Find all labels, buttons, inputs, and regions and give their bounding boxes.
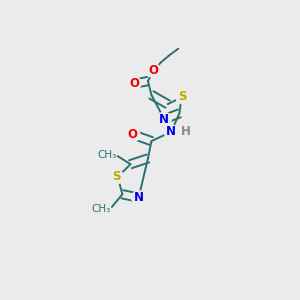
Circle shape [127,76,141,90]
Text: O: O [149,64,159,77]
Circle shape [132,191,145,205]
Text: CH₃: CH₃ [98,150,117,160]
Circle shape [157,112,171,126]
Text: S: S [178,90,187,103]
Text: S: S [112,170,121,183]
Text: H: H [182,125,191,138]
Circle shape [164,125,178,139]
Circle shape [176,90,190,104]
Circle shape [110,170,124,184]
Circle shape [179,125,193,139]
Text: N: N [159,113,169,126]
Text: N: N [166,125,176,138]
Text: CH₃: CH₃ [92,204,111,214]
Text: O: O [128,128,138,141]
Circle shape [147,64,161,78]
Circle shape [126,128,140,142]
Text: O: O [129,77,139,90]
Text: N: N [134,191,144,204]
